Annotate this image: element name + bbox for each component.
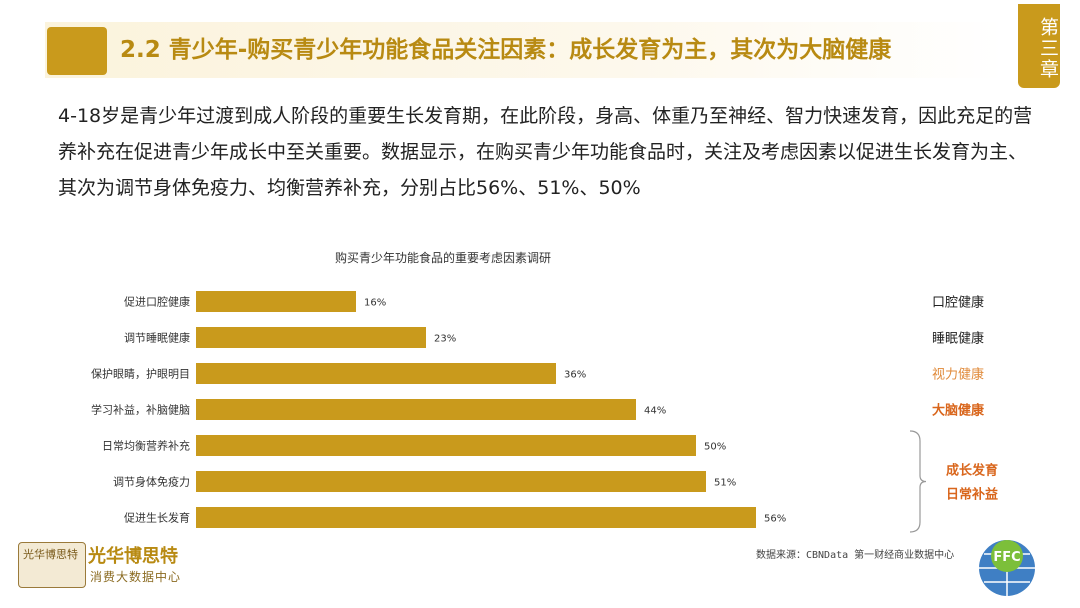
category-label: 保护眼睛，护眼明目: [91, 367, 190, 381]
annotation-label: 睡眠健康: [932, 331, 984, 347]
intro-paragraph: 4-18岁是青少年过渡到成人阶段的重要生长发育期，在此阶段，身高、体重乃至神经、…: [58, 105, 1033, 199]
category-label: 调节睡眠健康: [124, 331, 190, 345]
bracket-line: [909, 430, 927, 533]
category-label: 日常均衡营养补充: [102, 439, 190, 453]
annotation-label: 视力健康: [932, 367, 984, 383]
value-label: 50%: [704, 442, 726, 453]
brand-emblem-text: 光华博思特: [23, 548, 78, 561]
brand-subtitle: 消费大数据中心: [90, 570, 182, 584]
category-label: 学习补益，补脑健脑: [91, 403, 190, 417]
bar: [196, 363, 556, 384]
value-label: 23%: [434, 334, 456, 345]
chart-title: 购买青少年功能食品的重要考虑因素调研: [335, 250, 551, 265]
title-band: [45, 22, 1005, 78]
bar: [196, 471, 706, 492]
ffc-logo-text: FFC: [993, 550, 1020, 565]
bars-layer: 促进口腔健康 16% 调节睡眠健康 23% 保护眼睛，护眼明目 36% 学习补益，补脑健脑 4…: [91, 291, 985, 528]
group-annotation-label: 成长发育: [946, 463, 998, 479]
bar: [196, 399, 636, 420]
title-accent-square: [47, 27, 107, 75]
chapter-tab[interactable]: 第三章: [1018, 4, 1060, 88]
bar: [196, 291, 356, 312]
leaf-icon: [991, 540, 1023, 572]
bar: [196, 435, 696, 456]
page-title: 2.2 青少年-购买青少年功能食品关注因素：成长发育为主，其次为大脑健康: [120, 37, 892, 63]
annotation-label: 口腔健康: [932, 295, 984, 311]
value-label: 36%: [564, 370, 586, 381]
data-source: 数据来源：CBNData 第一财经商业数据中心: [756, 550, 955, 561]
category-label: 促进生长发育: [124, 511, 190, 525]
ffc-logo: FFC: [979, 540, 1035, 596]
group-annotation-label: 日常补益: [946, 487, 998, 503]
value-label: 51%: [714, 478, 736, 489]
bar: [196, 507, 756, 528]
value-label: 16%: [364, 298, 386, 309]
brand-logo: 光华博思特 光华博思特 消费大数据中心: [18, 540, 188, 590]
brand-emblem: 光华博思特: [18, 542, 86, 588]
annotation-label: 大脑健康: [932, 403, 985, 419]
category-label: 调节身体免疫力: [113, 475, 190, 489]
bar: [196, 327, 426, 348]
category-label: 促进口腔健康: [124, 295, 190, 309]
brand-name: 光华博思特: [88, 546, 178, 567]
value-label: 44%: [644, 406, 666, 417]
value-label: 56%: [764, 514, 786, 525]
